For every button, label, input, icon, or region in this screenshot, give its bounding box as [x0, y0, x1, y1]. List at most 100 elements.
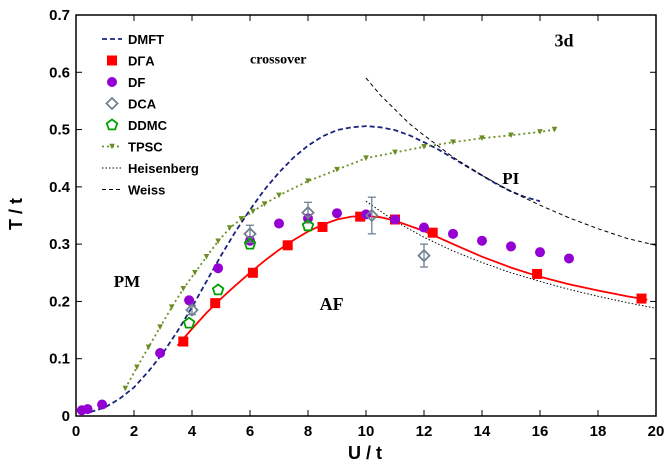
tpsc-point: [450, 139, 456, 145]
x-tick-label: 2: [130, 423, 138, 440]
df-point: [82, 404, 93, 415]
ddmc-point: [301, 219, 315, 232]
df-point: [390, 214, 400, 225]
heisenberg-curve: [365, 200, 657, 309]
legend-marker-da: [107, 55, 117, 66]
da-point: [282, 240, 293, 251]
annotation-af: AF: [320, 294, 344, 314]
legend-label-dca: DCA: [128, 97, 157, 112]
df-point: [535, 247, 545, 258]
legend-marker-ddmc: [105, 118, 119, 131]
tpsc-point: [226, 225, 233, 231]
curves: [90, 77, 657, 413]
da-point: [532, 268, 543, 279]
da-point: [427, 227, 438, 238]
annotation-pm: PM: [114, 272, 140, 291]
da-point: [210, 298, 221, 309]
annotation-crossover: crossover: [250, 53, 307, 68]
tpsc-point: [215, 238, 221, 245]
df-point: [332, 208, 342, 219]
tpsc-point: [305, 178, 311, 184]
ddmc-point: [211, 283, 225, 296]
x-tick-label: 16: [532, 423, 549, 440]
tpsc-point: [122, 385, 129, 392]
tpsc-point: [276, 192, 282, 199]
legend-marker-tpsc: [109, 143, 115, 150]
df-point: [506, 241, 516, 252]
x-tick-label: 18: [590, 423, 607, 440]
x-tick-label: 8: [304, 423, 312, 440]
tpsc-point: [363, 155, 369, 162]
dca-point: [417, 248, 431, 263]
y-tick-label: 0.5: [49, 122, 70, 139]
x-axis-label: U / t: [348, 443, 382, 463]
legend-label-weiss: Weiss: [128, 183, 165, 198]
tpsc-point: [508, 132, 514, 139]
ddmc-point: [182, 316, 196, 329]
ddmc-point: [243, 237, 257, 250]
legend-label-tpsc: TPSC: [128, 140, 163, 155]
legend: DMFT DΓA DF DCA DDMC TPSC Heisenberg Weiss: [102, 32, 199, 198]
tpsc-point: [203, 253, 210, 260]
data-markers: [76, 126, 647, 416]
df-point: [419, 222, 429, 233]
df-point: [274, 218, 284, 229]
df-point: [155, 347, 166, 358]
y-tick-label: 0.6: [49, 64, 70, 81]
y-tick-label: 0.7: [49, 7, 70, 24]
legend-marker-df: [107, 77, 117, 87]
tpsc-point: [250, 208, 256, 215]
tpsc-point: [261, 201, 268, 207]
x-tick-label: 10: [358, 423, 375, 440]
tpsc-point: [168, 304, 175, 310]
legend-label-ddmc: DDMC: [128, 118, 168, 133]
annotation-pi: PI: [502, 169, 519, 188]
tpsc-point: [421, 143, 427, 150]
dca-point: [365, 208, 379, 223]
x-tick-label: 14: [474, 423, 491, 440]
da-point: [247, 267, 258, 278]
annotations: 3d crossover PI PM AF: [114, 31, 574, 315]
tpsc-point: [134, 364, 140, 371]
dmft-curve: [90, 125, 541, 413]
legend-label-df: DF: [128, 75, 145, 90]
dca-point: [301, 205, 315, 220]
y-tick-label: 0.2: [49, 293, 70, 310]
tpsc-point: [551, 126, 558, 133]
da-fit-curve: [176, 215, 648, 347]
x-tick-label: 20: [648, 423, 665, 440]
tpsc-point: [479, 135, 485, 141]
tpsc-point: [157, 324, 163, 331]
dca-point: [185, 303, 199, 317]
legend-marker-dca: [105, 96, 119, 111]
tpsc-point: [180, 286, 187, 292]
df-point: [213, 263, 224, 274]
tpsc-point: [537, 129, 543, 135]
y-tick-label: 0: [62, 408, 70, 425]
tpsc-point: [192, 269, 198, 276]
tpsc-point: [238, 216, 245, 222]
x-tick-label: 12: [416, 423, 433, 440]
tpsc-point: [334, 166, 340, 173]
df-point: [564, 253, 574, 264]
x-tick-label: 4: [188, 423, 197, 440]
da-point: [317, 221, 328, 232]
da-point: [355, 211, 366, 222]
df-point: [448, 228, 458, 239]
df-point: [97, 399, 108, 410]
x-tick-label: 6: [246, 423, 254, 440]
tpsc-point: [145, 344, 152, 351]
da-point: [178, 336, 189, 347]
df-point: [477, 235, 487, 246]
da-point: [636, 293, 647, 304]
legend-label-da: DΓA: [128, 54, 155, 69]
weiss-curve: [365, 77, 657, 246]
y-tick-label: 0.3: [49, 236, 70, 253]
y-tick-label: 0.4: [49, 179, 71, 196]
annotation-3d: 3d: [555, 31, 574, 51]
tpsc-point: [392, 149, 398, 156]
y-tick-label: 0.1: [49, 351, 70, 368]
y-axis-label: T / t: [6, 198, 26, 230]
axes: 0 2 4 6 8 10 12 14 16 18 20 0 0.1 0.2 0.3 0.4 0.5 0.6 0.7: [49, 7, 664, 440]
